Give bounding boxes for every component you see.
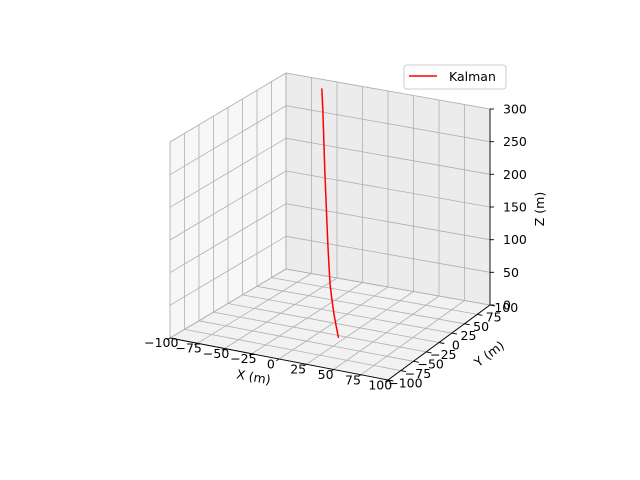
y-tick-mark: [452, 333, 457, 334]
y-tick-mark: [465, 324, 470, 325]
x-tick-label: 25: [290, 362, 306, 377]
x-tick-mark: [276, 359, 279, 361]
z-tick-label: 150: [503, 200, 527, 215]
y-tick-mark: [477, 314, 482, 315]
z-tick-label: 250: [503, 134, 527, 149]
z-tick-label: 300: [503, 102, 527, 117]
x-tick-label: −100: [144, 335, 178, 350]
z-axis-label: Z (m): [532, 192, 547, 226]
x-tick-label: 0: [267, 356, 275, 371]
x-tick-label: 75: [345, 372, 361, 387]
legend-label: Kalman: [449, 69, 496, 84]
z-tick-label: 0: [503, 298, 511, 313]
y-tick-label: 0: [452, 338, 460, 353]
x-tick-label: −25: [230, 351, 256, 366]
z-tick-label: 50: [503, 265, 519, 280]
z-tick-label: 100: [503, 232, 527, 247]
z-tick-label: 200: [503, 167, 527, 182]
y-tick-mark: [439, 343, 444, 344]
x-tick-label: −75: [176, 341, 202, 356]
x-tick-label: 50: [318, 367, 334, 382]
x-tick-label: −50: [203, 346, 229, 361]
legend: Kalman: [404, 65, 506, 89]
